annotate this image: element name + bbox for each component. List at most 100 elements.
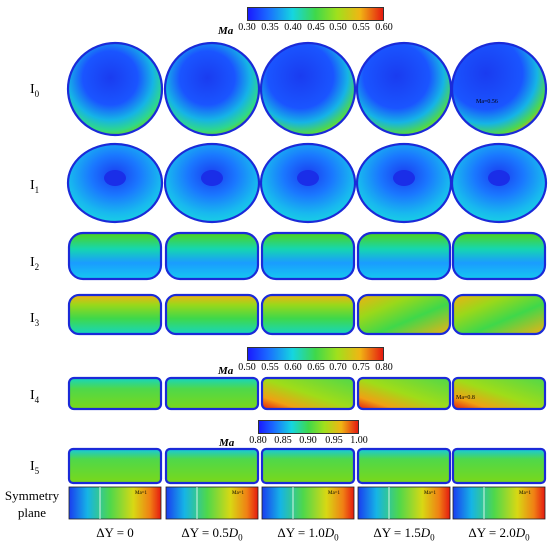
i5-contour-panel	[260, 447, 356, 485]
column-label-0: ΔY = 0	[96, 525, 134, 541]
i4-contour-panel	[356, 376, 452, 411]
tick-label: 0.75	[352, 362, 370, 373]
tick-label: 0.30	[238, 22, 256, 33]
row-label-i4: I4	[30, 389, 39, 407]
i3-contour-panel	[451, 293, 547, 336]
tick-label: 0.65	[307, 362, 325, 373]
i0-contour-panel	[450, 41, 548, 137]
annotation-i0-mach: Ma=0.56	[476, 99, 498, 105]
i2-contour-panel	[451, 231, 547, 281]
tick-label: 0.70	[329, 362, 347, 373]
i3-contour-panel	[67, 293, 163, 336]
tick-label: 0.35	[261, 22, 279, 33]
row-label-i0: I0	[30, 83, 39, 101]
annotation-sym-mach: Ma=1	[519, 491, 531, 496]
row-label-i5: I5	[30, 460, 39, 478]
row-label-sub: 5	[34, 465, 40, 476]
col-d: D	[324, 525, 335, 540]
symmetry-plane-label: Symmetry plane	[3, 487, 61, 521]
i0-contour-panel	[163, 41, 261, 137]
i3-contour-panel	[164, 293, 260, 336]
col-dsub: 0	[238, 532, 243, 543]
row-label-text: I	[30, 178, 35, 193]
col-d: D	[228, 525, 239, 540]
row-label-sub: 4	[34, 394, 40, 405]
col-d: D	[515, 525, 526, 540]
column-label-3: ΔY = 1.5D0	[373, 525, 434, 543]
tick-label: 0.45	[307, 22, 325, 33]
col-dsub: 0	[430, 532, 435, 543]
column-label-4: ΔY = 2.0D0	[468, 525, 529, 543]
col-value: 0	[127, 525, 134, 540]
i2-contour-panel	[67, 231, 163, 281]
column-label-2: ΔY = 1.0D0	[277, 525, 338, 543]
i2-contour-panel	[260, 231, 356, 281]
col-dsub: 0	[334, 532, 339, 543]
col-value: 1.0	[308, 525, 325, 540]
annotation-i4-mach: Ma=0.8	[456, 395, 475, 401]
i1-core-region	[488, 170, 510, 186]
col-prefix: ΔY =	[181, 525, 213, 540]
col-value: 1.5	[404, 525, 421, 540]
row-label-i1: I1	[30, 179, 39, 197]
i5-contour-panel	[67, 447, 163, 485]
i1-core-region	[393, 170, 415, 186]
i3-contour-panel	[356, 293, 452, 336]
col-value: 2.0	[499, 525, 516, 540]
row-label-sub: 2	[34, 261, 40, 272]
i4-contour-panel	[451, 376, 547, 411]
i2-contour-panel	[356, 231, 452, 281]
tick-label: 1.00	[350, 435, 368, 446]
tick-label: 0.40	[284, 22, 302, 33]
tick-label: 0.90	[299, 435, 317, 446]
i1-core-region	[297, 170, 319, 186]
colorbar-gradient	[247, 347, 384, 361]
tick-label: 0.55	[352, 22, 370, 33]
row-label-text: I	[30, 311, 35, 326]
colorbar-label: Ma	[218, 365, 234, 377]
colorbar-gradient	[247, 7, 384, 21]
annotation-sym-mach: Ma=1	[424, 491, 436, 496]
col-dsub: 0	[525, 532, 530, 543]
col-value: 0.5	[212, 525, 229, 540]
annotation-sym-mach: Ma=1	[328, 491, 340, 496]
i5-contour-panel	[356, 447, 452, 485]
symmetry-contour-panel	[452, 486, 546, 520]
tick-label: 0.60	[284, 362, 302, 373]
i4-contour-panel	[67, 376, 163, 411]
col-d: D	[420, 525, 431, 540]
col-prefix: ΔY =	[468, 525, 500, 540]
row-label-i2: I2	[30, 256, 39, 274]
colorbar-label: Ma	[219, 437, 235, 449]
symmetry-contour-panel	[165, 486, 259, 520]
colorbar-label: Ma	[218, 25, 234, 37]
row-label-text: I	[30, 82, 35, 97]
row-label-text: I	[30, 388, 35, 403]
column-label-1: ΔY = 0.5D0	[181, 525, 242, 543]
tick-label: 0.95	[325, 435, 343, 446]
annotation-sym-mach: Ma=1	[232, 491, 244, 496]
i2-contour-panel	[164, 231, 260, 281]
tick-label: 0.85	[274, 435, 292, 446]
i0-contour-panel	[66, 41, 164, 137]
row-label-sub: 3	[34, 317, 40, 328]
symmetry-contour-panel	[68, 486, 162, 520]
row-label-sub: 0	[34, 88, 40, 99]
i4-contour-panel	[260, 376, 356, 411]
i1-core-region	[201, 170, 223, 186]
col-prefix: ΔY =	[277, 525, 309, 540]
row-label-text: I	[30, 255, 35, 270]
i5-contour-panel	[451, 447, 547, 485]
symmetry-line-1: Symmetry	[4, 488, 60, 503]
tick-label: 0.80	[249, 435, 267, 446]
i3-contour-panel	[260, 293, 356, 336]
i1-core-region	[104, 170, 126, 186]
i4-contour-panel	[164, 376, 260, 411]
symmetry-line-2: plane	[17, 505, 47, 520]
tick-label: 0.50	[238, 362, 256, 373]
i5-contour-panel	[164, 447, 260, 485]
row-label-sub: 1	[34, 184, 40, 195]
row-label-text: I	[30, 459, 35, 474]
tick-label: 0.80	[375, 362, 393, 373]
